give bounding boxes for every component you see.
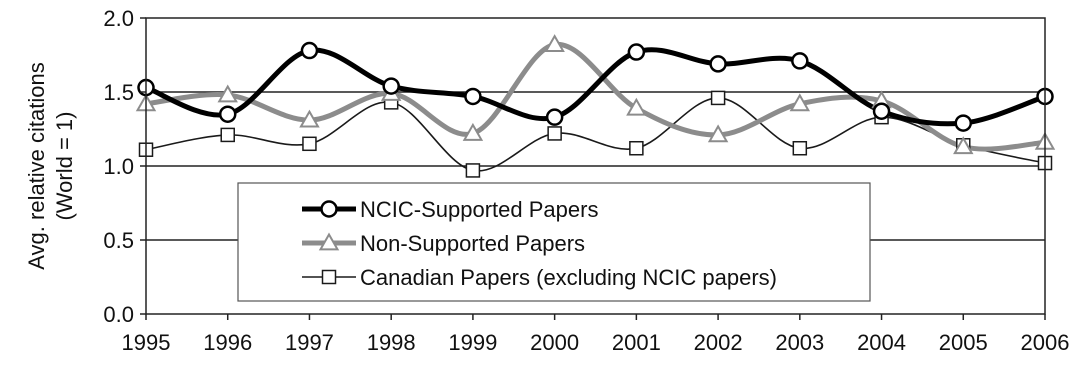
y-tick-label: 2.0 [103, 6, 134, 31]
x-tick-label: 1998 [367, 330, 416, 355]
data-point-triangle [544, 34, 565, 53]
x-tick-label: 1996 [203, 330, 252, 355]
data-point-circle [545, 108, 564, 126]
data-point-circle [954, 114, 973, 132]
data-point-square [547, 126, 562, 141]
series-lines [143, 42, 1048, 172]
y-axis-title: Avg. relative citations (World = 1) [24, 62, 77, 269]
x-tick-label: 2005 [939, 330, 988, 355]
x-tick-label: 1995 [122, 330, 171, 355]
y-axis-ticks: 0.0 0.5 1.0 1.5 2.0 [103, 6, 146, 327]
series-line-square [145, 97, 1046, 172]
legend-label: Canadian Papers (excluding NCIC papers) [360, 265, 777, 290]
x-tick-label: 2002 [694, 330, 743, 355]
data-point-square [629, 140, 644, 156]
legend: NCIC-Supported Papers Non-Supported Paper… [237, 182, 871, 302]
data-point-circle [218, 105, 237, 123]
legend-marker-triangle [318, 232, 340, 251]
data-point-triangle [626, 97, 647, 116]
data-point-triangle [462, 122, 484, 141]
legend-marker-square [321, 269, 337, 285]
x-tick-label: 2003 [775, 330, 824, 355]
legend-label: Non-Supported Papers [360, 231, 585, 256]
data-point-circle [791, 52, 809, 70]
x-tick-label: 2000 [530, 330, 579, 355]
y-axis-title-line: (World = 1) [52, 111, 77, 220]
data-point-square [792, 140, 808, 156]
x-tick-label: 2006 [1021, 330, 1070, 355]
series-markers [135, 34, 1056, 178]
data-point-circle [382, 77, 400, 95]
data-point-circle [464, 87, 482, 106]
x-axis-ticks: 1995 1996 1997 1998 1999 2000 2001 2002 2003 2004… [122, 314, 1070, 355]
data-point-circle [709, 55, 727, 73]
y-axis-title-line: Avg. relative citations [24, 62, 49, 269]
data-point-triangle [953, 136, 974, 155]
data-point-triangle [789, 93, 811, 112]
data-point-triangle [299, 109, 320, 128]
y-tick-label: 1.0 [103, 154, 134, 179]
y-tick-label: 0.5 [103, 228, 134, 253]
y-tick-label: 0.0 [103, 302, 134, 327]
data-point-square [710, 90, 726, 106]
data-point-circle [627, 43, 646, 61]
x-tick-label: 1999 [448, 330, 497, 355]
x-tick-label: 1997 [285, 330, 334, 355]
legend-marker-circle [320, 200, 338, 218]
legend-label: NCIC-Supported Papers [360, 197, 598, 222]
data-point-square [302, 136, 317, 152]
data-point-triangle [707, 124, 729, 143]
data-point-triangle [217, 84, 238, 103]
x-tick-label: 2004 [857, 330, 906, 355]
series-line-triangle [143, 42, 1048, 152]
data-point-circle [872, 102, 891, 120]
data-point-circle [300, 41, 319, 60]
data-point-square [465, 163, 481, 178]
y-tick-label: 1.5 [103, 80, 134, 105]
data-point-square [220, 127, 235, 143]
x-tick-label: 2001 [612, 330, 661, 355]
